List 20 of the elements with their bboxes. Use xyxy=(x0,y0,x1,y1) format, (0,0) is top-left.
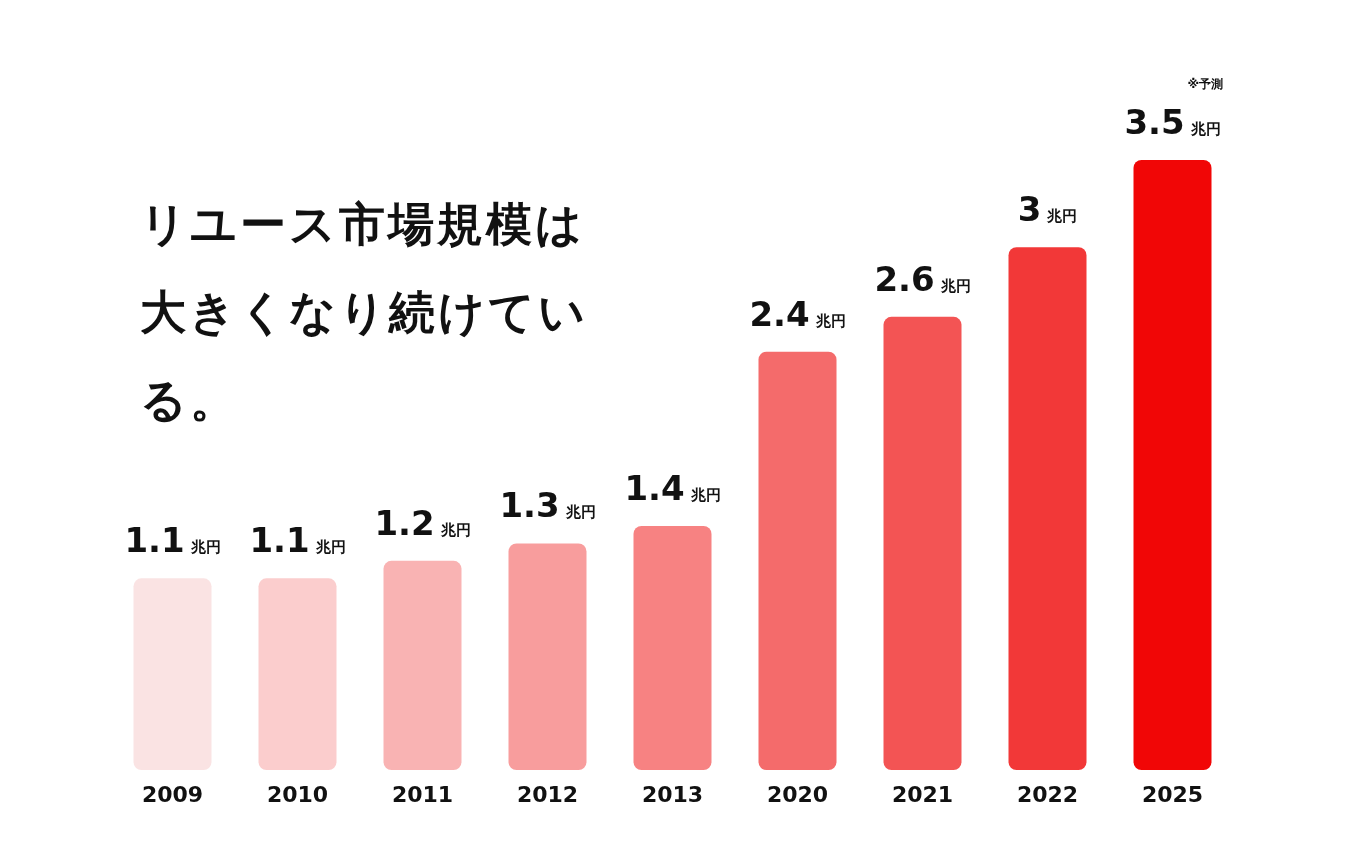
x-tick-label: 2025 xyxy=(1141,782,1204,807)
x-tick-label: 2020 xyxy=(766,782,829,807)
bar xyxy=(1008,247,1087,770)
x-tick-label: 2021 xyxy=(891,782,954,807)
bar xyxy=(1133,160,1212,770)
bar xyxy=(633,526,712,770)
x-tick-label: 2013 xyxy=(641,782,704,807)
bar xyxy=(258,578,337,770)
bar xyxy=(758,351,837,770)
x-tick-label: 2010 xyxy=(266,782,329,807)
text: ※予測 xyxy=(1187,77,1224,91)
x-tick-label: 2011 xyxy=(391,782,454,807)
bar xyxy=(383,560,462,770)
bar xyxy=(883,316,962,770)
bar xyxy=(508,543,587,770)
x-tick-label: 2009 xyxy=(141,782,204,807)
bar xyxy=(133,578,212,770)
text: リユース市場規模は大きくなり続けている。 xyxy=(140,197,588,427)
x-tick-label: 2022 xyxy=(1016,782,1079,807)
x-tick-label: 2012 xyxy=(516,782,579,807)
